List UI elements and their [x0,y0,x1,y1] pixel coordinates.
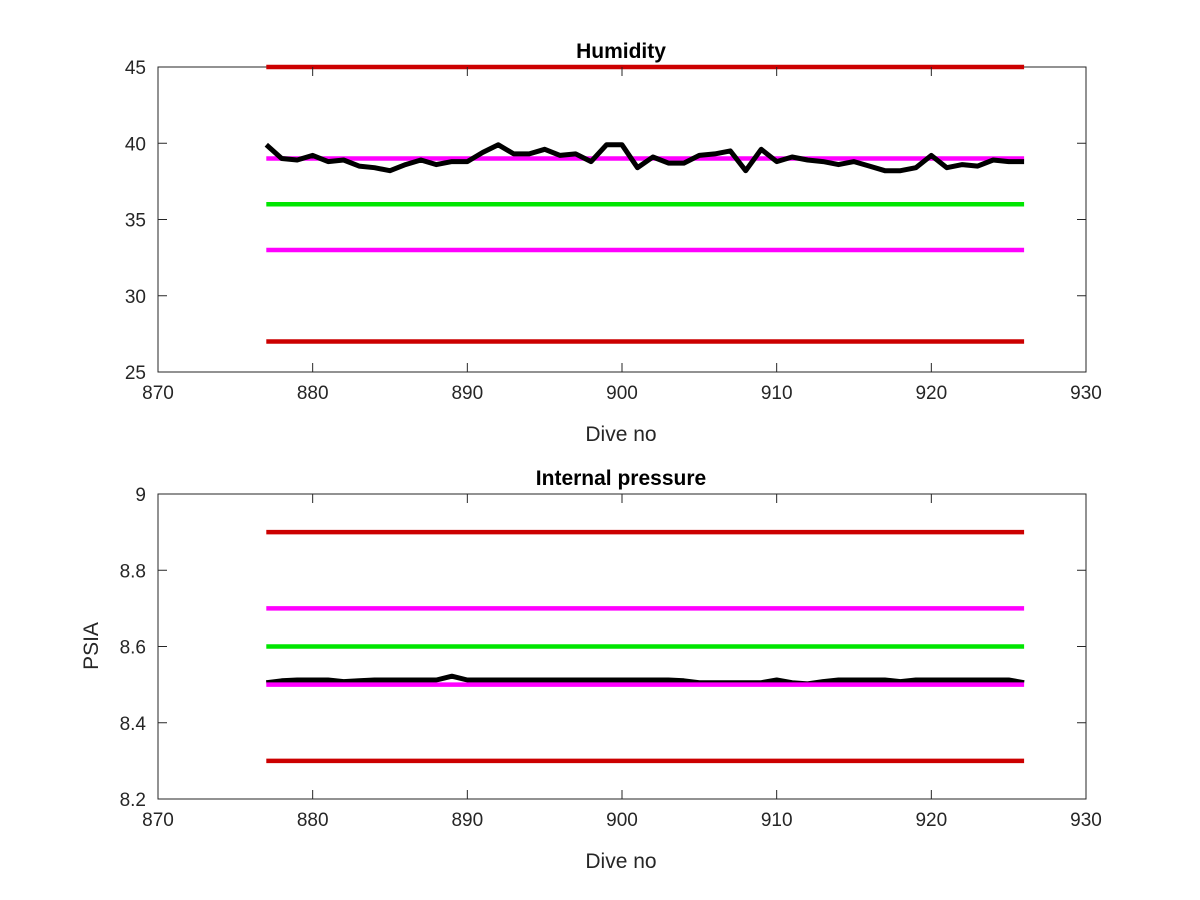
humidity-y-tick-label: 40 [125,134,146,155]
humidity-measured-line [264,142,1025,174]
humidity-chart: 870 880 890 900 910 920 930 25 30 35 40 45 Humidity… [125,40,1102,446]
humidity-y-tick-label: 45 [125,58,146,79]
internal-pressure-measured-line [265,673,1025,687]
internal-pressure-x-tick-label: 900 [606,810,638,831]
humidity-chart-title: Humidity [576,40,666,63]
humidity-y-tick-label: 25 [125,363,146,384]
internal-pressure-y-tick-label: 9 [135,485,146,506]
internal-pressure-x-tick-label: 880 [297,810,329,831]
humidity-plot-area [157,66,1087,373]
humidity-x-tick-label: 880 [297,383,329,404]
humidity-y-tick-label: 35 [125,211,146,232]
humidity-x-tick-label: 920 [915,383,947,404]
internal-pressure-y-axis-label: PSIA [80,622,103,670]
humidity-x-tick-label: 870 [142,383,174,404]
internal-pressure-x-tick-label: 930 [1070,810,1102,831]
humidity-y-tick-label: 30 [125,287,146,308]
internal-pressure-x-tick-label: 870 [142,810,174,831]
humidity-tick-layer: 870 880 890 900 910 920 930 25 30 35 40 45 [125,58,1102,404]
internal-pressure-y-tick-label: 8.6 [120,638,146,659]
internal-pressure-x-tick-label: 920 [915,810,947,831]
internal-pressure-x-tick-label: 890 [451,810,483,831]
humidity-x-axis-label: Dive no [585,423,656,446]
humidity-x-tick-label: 890 [451,383,483,404]
humidity-x-tick-label: 910 [761,383,793,404]
humidity-x-tick-label: 930 [1070,383,1102,404]
internal-pressure-chart-title: Internal pressure [536,467,706,490]
humidity-series-layer [264,64,1025,344]
internal-pressure-series-layer [265,529,1025,764]
internal-pressure-tick-layer: 870 880 890 900 910 920 930 8.2 8.4 8.6 8.8 9 [120,485,1102,831]
internal-pressure-x-tick-label: 910 [761,810,793,831]
internal-pressure-y-tick-label: 8.8 [120,561,146,582]
internal-pressure-y-tick-label: 8.4 [120,714,147,735]
internal-pressure-x-axis-label: Dive no [585,850,656,873]
humidity-x-tick-label: 900 [606,383,638,404]
internal-pressure-chart: 870 880 890 900 910 920 930 8.2 8.4 8.6 8.8 9 Inter… [80,467,1102,873]
internal-pressure-y-tick-label: 8.2 [120,790,146,811]
